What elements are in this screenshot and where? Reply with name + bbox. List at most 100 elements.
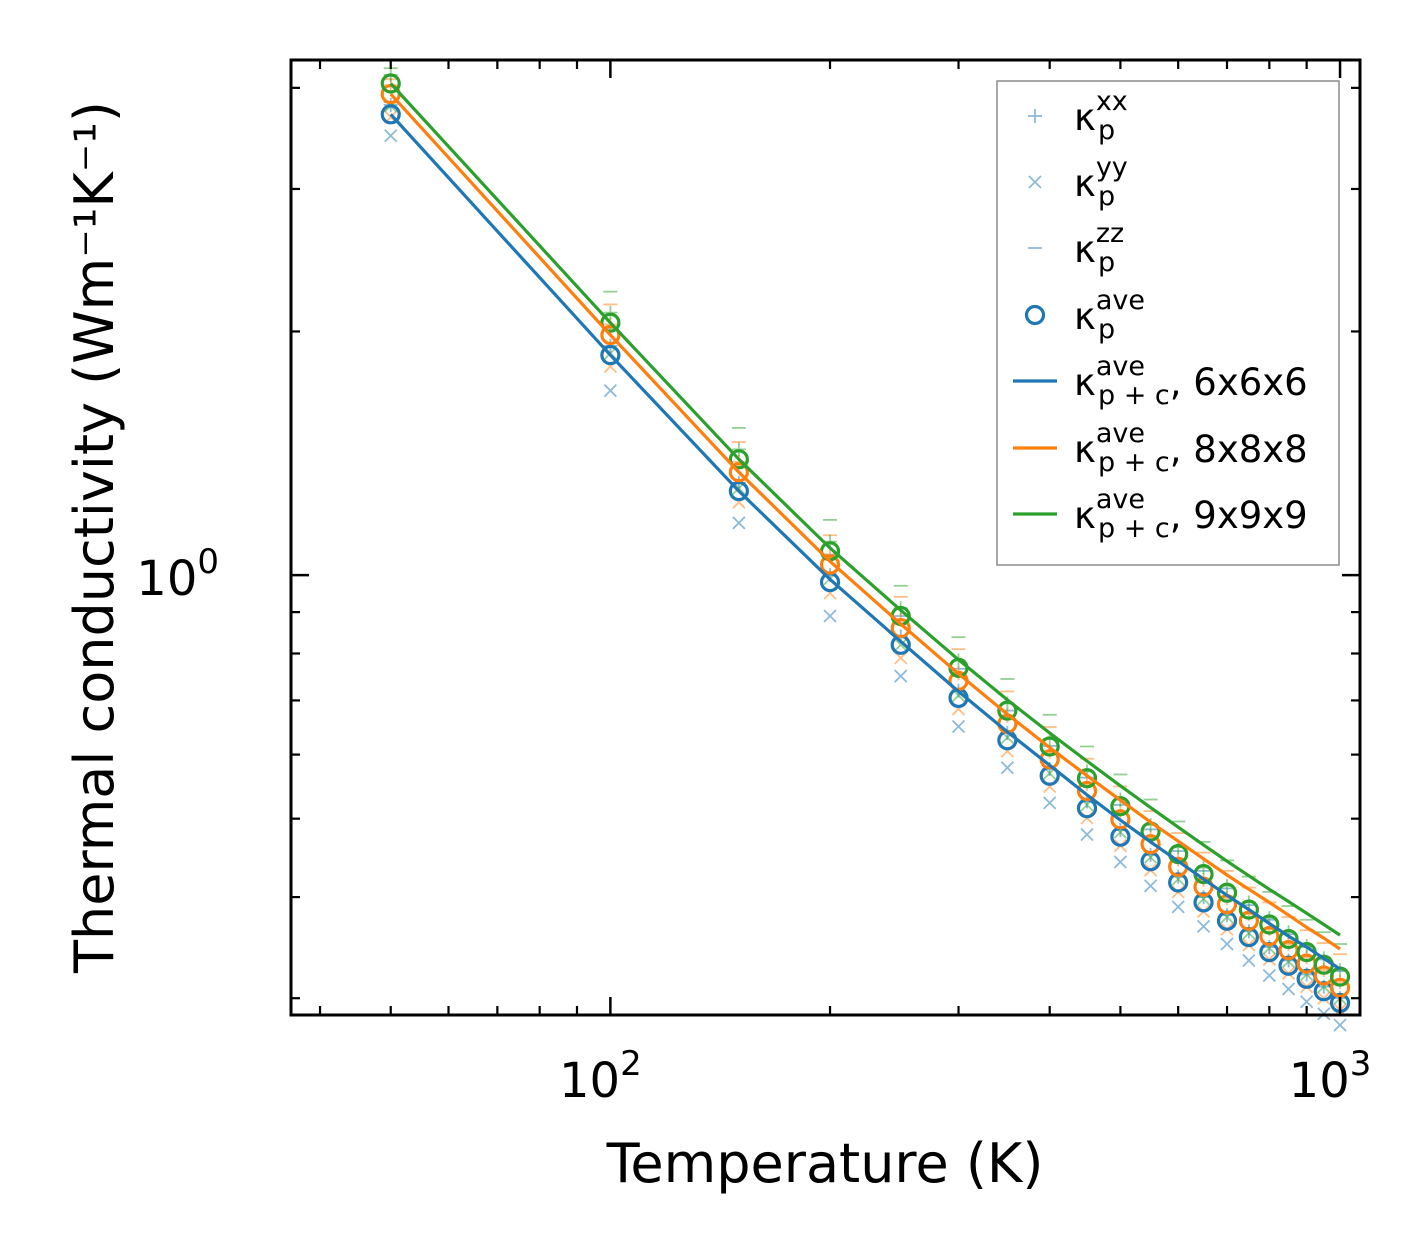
kp-xx-marker: [603, 305, 618, 320]
kp-ave-marker: [600, 324, 621, 346]
kp-ave-marker: [728, 462, 749, 483]
legend-superscript: zz: [1096, 218, 1124, 249]
legend-subscript: p: [1098, 181, 1115, 212]
kp-ave-marker: [1216, 882, 1238, 903]
kp-yy-marker: [1281, 982, 1296, 996]
legend-subscript: p + c: [1098, 447, 1170, 478]
x-tick-label: 103: [1289, 1044, 1372, 1109]
kp-yy-stroke: [894, 669, 908, 683]
kp-yy-marker: [1262, 968, 1276, 983]
kp-yy-marker: [603, 384, 618, 398]
kp-ave-marker: [1076, 768, 1098, 789]
legend-label: κxx p: [1074, 86, 1128, 146]
legend-entry: κave p + c, 8x8x8: [1013, 418, 1308, 478]
legend-superscript: ave: [1096, 418, 1145, 449]
kp-c-ave-line-6x6x6: [389, 113, 1341, 971]
kp-yy-stroke: [823, 609, 837, 623]
kp-yy-marker: [1028, 175, 1042, 189]
kp-yy-marker: [1143, 879, 1158, 893]
legend-subscript: p + c: [1098, 513, 1170, 544]
kp-xx-marker: [1028, 109, 1042, 123]
legend-symbol: κ: [1074, 96, 1096, 139]
kp-ave-marker: [600, 344, 621, 366]
kp-ave-marker: [728, 449, 749, 470]
kp-ave-marker: [1238, 910, 1259, 931]
legend-symbol: κ: [1074, 494, 1096, 537]
kp-ave-marker: [1329, 977, 1351, 998]
kp-yy-stroke: [1028, 175, 1042, 189]
kp-yy-marker: [1113, 855, 1128, 869]
kp-yy-marker: [823, 609, 837, 623]
legend-superscript: xx: [1096, 86, 1128, 117]
kp-ave-marker: [1076, 780, 1098, 802]
kp-ave-marker: [997, 700, 1018, 721]
kp-ave-marker: [890, 617, 911, 639]
legend-symbol: κ: [1074, 361, 1096, 404]
legend-label: κzz p: [1074, 218, 1124, 278]
kp-yy-marker: [1333, 1018, 1347, 1032]
kp-yy-stroke: [1143, 879, 1158, 893]
kp-ave-marker: [1039, 736, 1060, 757]
kp-ave-marker: [380, 104, 401, 125]
kp-yy-stroke: [732, 516, 746, 530]
kp-yy-marker: [384, 129, 398, 143]
kp-yy-marker: [1171, 900, 1185, 914]
legend-subscript: p: [1098, 115, 1115, 146]
x-axis-label: Temperature (K): [606, 1132, 1044, 1195]
legend-suffix: , 8x8x8: [1170, 428, 1308, 471]
kp-yy-stroke: [1262, 968, 1276, 983]
legend-subscript: p: [1098, 247, 1115, 278]
legend-label: κave p: [1074, 285, 1145, 345]
kp-yy-marker: [1300, 995, 1314, 1009]
legend-label: κave p + c, 8x8x8: [1074, 418, 1308, 478]
kp-yy-marker: [1220, 937, 1234, 951]
kp-ave-marker: [600, 312, 621, 333]
legend-label: κave p + c, 6x6x6: [1074, 351, 1308, 411]
legend-frame: [996, 80, 1340, 566]
y-axis-label: Thermal conductivity (Wm⁻¹K⁻¹): [63, 101, 126, 974]
kp-yy-marker: [894, 669, 908, 683]
kp-yy-stroke: [1333, 1018, 1347, 1032]
legend-symbol: κ: [1074, 228, 1096, 271]
kp-ave-marker: [1259, 925, 1280, 947]
legend-superscript: ave: [1096, 285, 1145, 316]
kp-yy-marker: [951, 719, 966, 734]
legend-suffix: , 9x9x9: [1170, 494, 1308, 537]
kp-yy-stroke: [1281, 982, 1296, 996]
kp-ave-marker: [819, 554, 841, 575]
legend-superscript: ave: [1096, 351, 1145, 382]
legend-circle-marker: [1024, 304, 1046, 326]
kp-yy-marker: [1196, 919, 1211, 934]
kp-yy-stroke: [894, 638, 908, 652]
kp-yy-stroke: [603, 384, 618, 398]
kp-yy-stroke: [1242, 953, 1256, 968]
legend-suffix: , 6x6x6: [1170, 361, 1308, 404]
kp-yy-stroke: [1000, 761, 1015, 775]
x-tick-exponent: 2: [620, 1044, 642, 1084]
kp-yy-stroke: [951, 719, 966, 734]
legend-entry: κave p: [1024, 285, 1145, 345]
legend-entry: κxx p: [1028, 86, 1128, 146]
legend-entry: κave p + c, 9x9x9: [1013, 484, 1308, 544]
kp-yy-stroke: [1196, 919, 1211, 934]
legend-symbol: κ: [1074, 428, 1096, 471]
kp-yy-marker: [1043, 796, 1057, 810]
kp-ave-marker: [1259, 914, 1280, 935]
y-tick-exponent: 0: [197, 542, 219, 582]
kp-yy-marker: [1080, 827, 1094, 842]
kp-yy-stroke: [384, 129, 398, 143]
kp-yy-stroke: [1171, 900, 1185, 914]
kp-yy-stroke: [1080, 827, 1094, 842]
legend-label: κyy p: [1074, 152, 1128, 212]
legend-entry: κyy p: [1028, 152, 1128, 212]
legend-symbol: κ: [1074, 162, 1096, 205]
legend-superscript: yy: [1096, 152, 1128, 183]
legend-symbol: κ: [1074, 295, 1096, 338]
kp-yy-marker: [1000, 761, 1015, 775]
legend-superscript: ave: [1096, 484, 1145, 515]
kp-yy-stroke: [1300, 995, 1314, 1009]
kp-ave-marker: [728, 480, 749, 502]
